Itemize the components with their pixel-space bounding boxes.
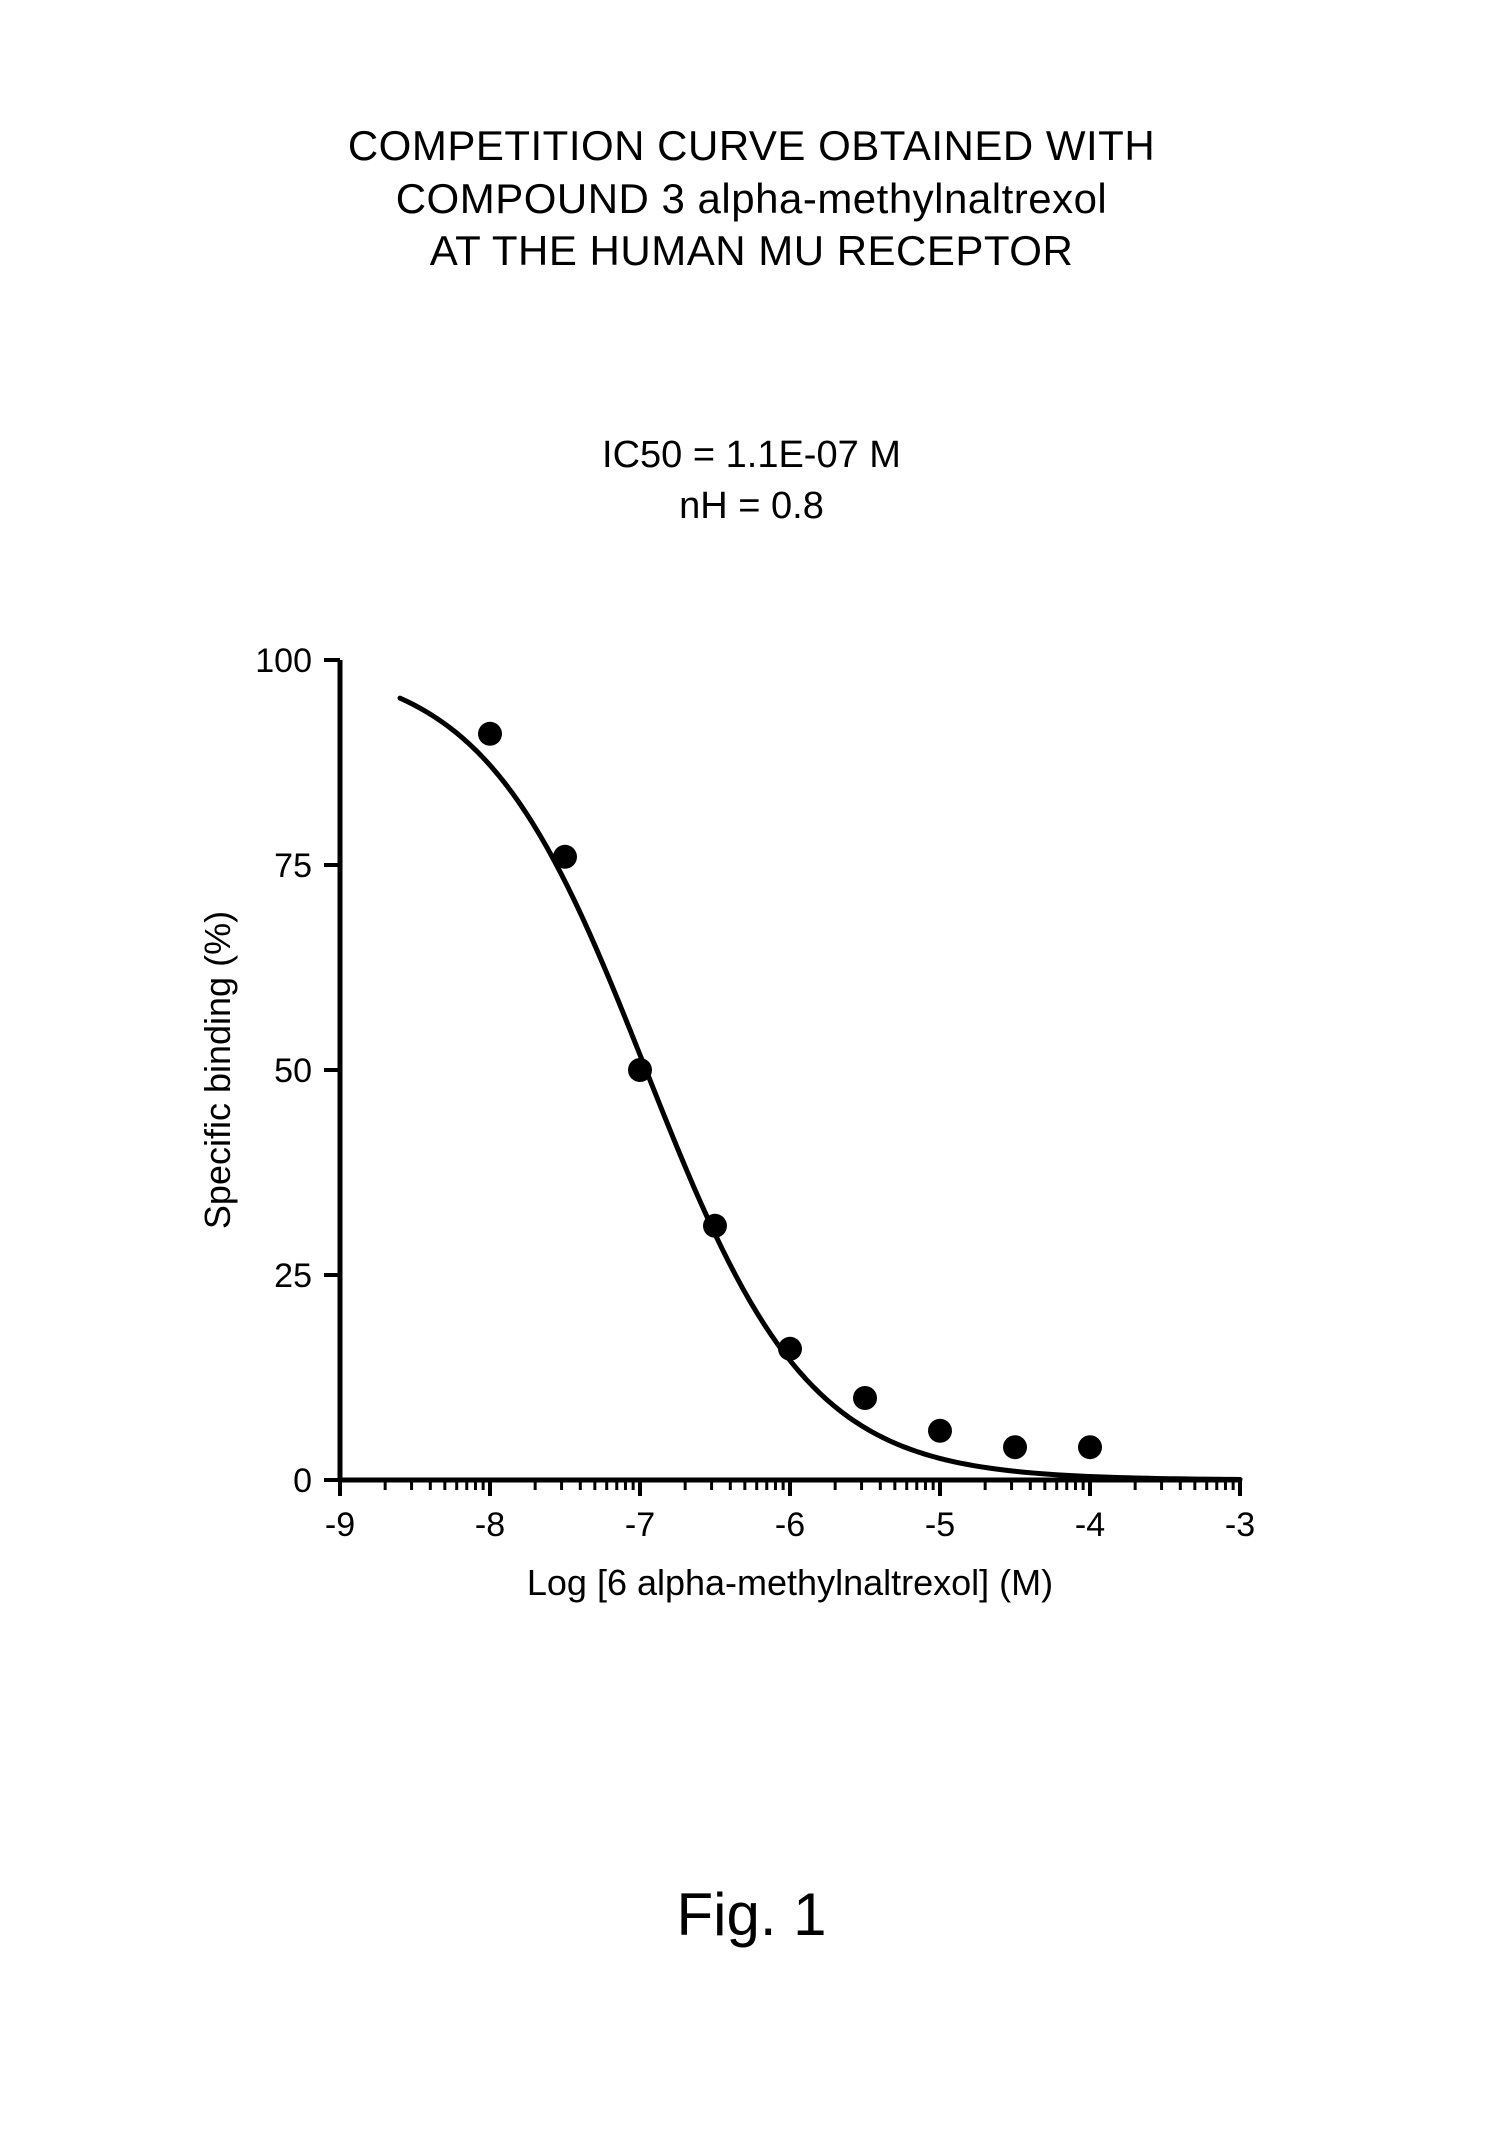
chart-container: 0 25 50 75 100 -9 -8 -7 -6 -5 -4 -3 Specific binding…: [190, 640, 1310, 1700]
nh-text: nH = 0.8: [0, 481, 1503, 532]
chart-svg: 0 25 50 75 100 -9 -8 -7 -6 -5 -4 -3 Specific binding…: [190, 640, 1310, 1700]
x-tick-label: -5: [925, 1506, 955, 1544]
data-point: [553, 845, 577, 869]
figure-label: Fig. 1: [0, 1880, 1503, 1949]
data-point: [1078, 1435, 1102, 1459]
data-point: [853, 1386, 877, 1410]
fit-curve: [400, 698, 1240, 1479]
data-point: [478, 722, 502, 746]
x-tick-label: -7: [625, 1506, 655, 1544]
y-tick-label: 25: [274, 1257, 312, 1295]
title-line-3: AT THE HUMAN MU RECEPTOR: [0, 225, 1503, 278]
y-axis-label: Specific binding (%): [197, 911, 238, 1229]
stats-block: IC50 = 1.1E-07 M nH = 0.8: [0, 430, 1503, 533]
x-tick-label: -4: [1075, 1506, 1105, 1544]
title-line-2: COMPOUND 3 alpha-methylnaltrexol: [0, 173, 1503, 226]
x-tick-label: -9: [325, 1506, 355, 1544]
page: COMPETITION CURVE OBTAINED WITH COMPOUND…: [0, 0, 1503, 2138]
y-tick-label: 0: [293, 1462, 312, 1500]
data-point: [628, 1058, 652, 1082]
data-point: [778, 1337, 802, 1361]
x-tick-label: -8: [475, 1506, 505, 1544]
chart-title: COMPETITION CURVE OBTAINED WITH COMPOUND…: [0, 120, 1503, 278]
title-line-1: COMPETITION CURVE OBTAINED WITH: [0, 120, 1503, 173]
y-tick-label: 50: [274, 1052, 312, 1090]
x-tick-label: -3: [1225, 1506, 1255, 1544]
x-tick-label: -6: [775, 1506, 805, 1544]
data-point: [1003, 1435, 1027, 1459]
data-point: [928, 1419, 952, 1443]
y-tick-label: 75: [274, 847, 312, 885]
y-tick-label: 100: [255, 642, 312, 680]
x-axis-label: Log [6 alpha-methylnaltrexol] (M): [527, 1562, 1053, 1603]
ic50-text: IC50 = 1.1E-07 M: [0, 430, 1503, 481]
data-point: [703, 1214, 727, 1238]
